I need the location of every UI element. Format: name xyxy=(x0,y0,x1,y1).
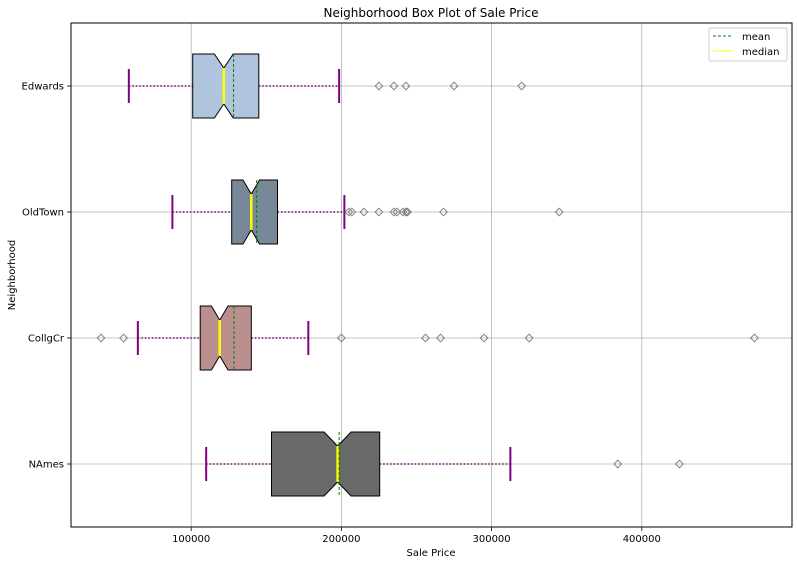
flier-point xyxy=(389,81,399,91)
flier-point xyxy=(517,81,527,91)
flier-point xyxy=(119,333,129,343)
flier-point xyxy=(336,333,346,343)
flier-point xyxy=(439,207,449,217)
chart-title: Neighborhood Box Plot of Sale Price xyxy=(323,6,538,20)
flier-point xyxy=(524,333,534,343)
flier-point xyxy=(401,81,411,91)
flier-point xyxy=(374,207,384,217)
flier-point xyxy=(401,207,411,217)
box-group-edwards xyxy=(127,53,527,119)
flier-point xyxy=(389,207,399,217)
x-tick-label: 100000 xyxy=(172,534,210,545)
flier-point xyxy=(674,459,684,469)
boxes-layer xyxy=(96,53,759,497)
flier-point xyxy=(749,333,759,343)
flier-point xyxy=(420,333,430,343)
flier-point xyxy=(392,207,402,217)
flier-point xyxy=(347,207,357,217)
flier-point xyxy=(344,207,354,217)
flier-point xyxy=(449,81,459,91)
flier-point xyxy=(402,207,412,217)
y-axis-label: Neighborhood xyxy=(7,240,18,310)
box xyxy=(199,305,252,371)
box xyxy=(271,431,381,497)
flier-point xyxy=(479,333,489,343)
flier-point xyxy=(613,459,623,469)
flier-point xyxy=(359,207,369,217)
flier-point xyxy=(554,207,564,217)
legend-median-label: median xyxy=(742,47,780,58)
x-tick-label: 300000 xyxy=(472,534,510,545)
y-tick-label: OldTown xyxy=(22,208,64,219)
flier-point xyxy=(96,333,106,343)
x-axis-label: Sale Price xyxy=(407,548,456,559)
box-group-collgcr xyxy=(96,305,759,371)
plot-area-frame xyxy=(70,22,793,528)
y-tick-label: CollgCr xyxy=(28,334,65,345)
x-axis: 100000 200000 300000 400000 xyxy=(172,527,661,545)
y-tick-label: Edwards xyxy=(22,82,64,93)
y-axis: Edwards OldTown CollgCr NAmes xyxy=(22,82,71,471)
flier-point xyxy=(436,333,446,343)
x-tick-label: 400000 xyxy=(623,534,661,545)
y-tick-label: NAmes xyxy=(29,460,64,471)
x-tick-label: 200000 xyxy=(322,534,360,545)
box-group-names xyxy=(205,431,684,497)
legend: mean median xyxy=(708,27,788,62)
box xyxy=(231,179,278,245)
legend-mean-label: mean xyxy=(742,32,770,43)
flier-point xyxy=(374,81,384,91)
box-group-oldtown xyxy=(171,179,564,245)
box xyxy=(192,53,260,119)
